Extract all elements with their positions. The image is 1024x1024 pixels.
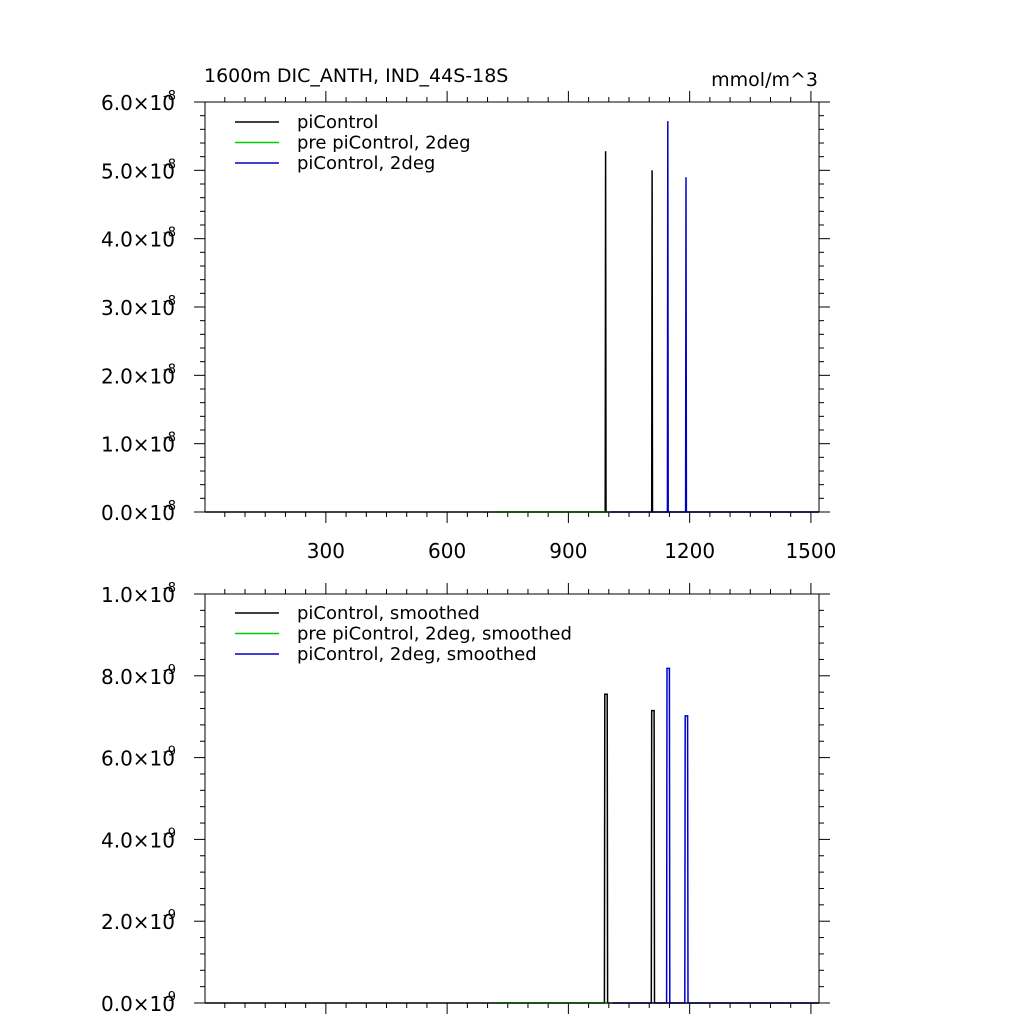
y-tick-label: 6.0×10: [101, 91, 175, 115]
y-tick-label: 6.0×10: [101, 747, 175, 771]
top-plot-units: mmol/m^3: [711, 69, 818, 91]
legend-label: piControl, smoothed: [297, 603, 480, 624]
top-plot-panel: 1600m DIC_ANTH, IND_44S-18S mmol/m^3 300…: [101, 65, 836, 563]
legend-label: piControl: [297, 112, 379, 133]
y-tick-exponent: -8: [163, 226, 176, 241]
y-tick-label: 1.0×10: [101, 433, 175, 457]
y-tick-exponent: -8: [163, 362, 176, 377]
bottom-plot-frame: [204, 593, 820, 1004]
y-tick-exponent: -8: [163, 157, 176, 172]
y-tick-label: 0.0×10: [101, 992, 175, 1016]
series-line-3: [610, 121, 819, 513]
x-tick-label: 1200: [664, 539, 715, 563]
y-tick-label: 0.0×10: [101, 501, 175, 525]
y-tick-label: 2.0×10: [101, 364, 175, 388]
x-tick-label: 300: [307, 539, 345, 563]
legend-label: pre piControl, 2deg, smoothed: [297, 624, 572, 645]
y-tick-exponent: -8: [163, 89, 176, 104]
y-tick-exponent: -9: [163, 826, 176, 841]
y-tick-label: 5.0×10: [101, 159, 175, 183]
legend-label: piControl, 2deg, smoothed: [297, 644, 537, 665]
y-tick-exponent: -9: [163, 745, 176, 760]
y-tick-exponent: -9: [163, 663, 176, 678]
y-tick-label: 4.0×10: [101, 828, 175, 852]
legend-label: pre piControl, 2deg: [297, 133, 471, 154]
series-line-1: [205, 151, 819, 513]
y-tick-exponent: -9: [163, 908, 176, 923]
y-tick-label: 8.0×10: [101, 665, 175, 689]
y-tick-exponent: -8: [163, 581, 176, 596]
y-tick-exponent: -8: [163, 431, 176, 446]
y-tick-exponent: -8: [163, 499, 176, 514]
x-tick-label: 900: [549, 539, 587, 563]
top-plot-frame: [204, 101, 820, 513]
legend-label: piControl, 2deg: [297, 153, 435, 174]
y-tick-label: 2.0×10: [101, 910, 175, 934]
y-tick-exponent: -8: [163, 294, 176, 309]
series-line-3: [612, 667, 819, 1004]
x-tick-label: 600: [428, 539, 466, 563]
x-tick-label: 1500: [785, 539, 836, 563]
y-tick-label: 4.0×10: [101, 228, 175, 252]
bottom-plot-panel: 0.0×10-92.0×10-94.0×10-96.0×10-98.0×10-9…: [101, 581, 830, 1016]
y-tick-label: 3.0×10: [101, 296, 175, 320]
top-plot-title: 1600m DIC_ANTH, IND_44S-18S: [204, 65, 508, 87]
series-line-1: [205, 693, 819, 1004]
y-tick-exponent: -9: [163, 990, 176, 1005]
y-tick-label: 1.0×10: [101, 583, 175, 607]
